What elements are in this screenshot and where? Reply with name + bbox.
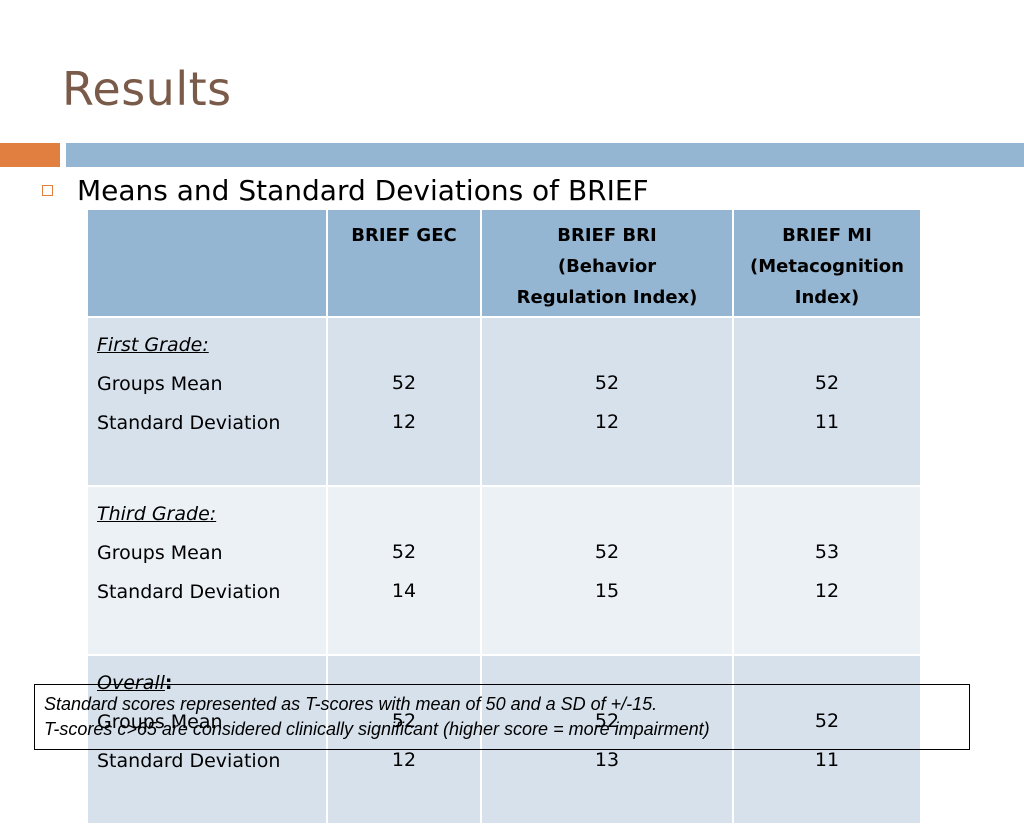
mean-label: Groups Mean [97,711,223,733]
mean-value: 52 [391,372,417,394]
group-suffix: : [164,672,173,694]
header-line: (Behavior [557,256,657,277]
sd-label: Standard Deviation [97,750,281,772]
brief-results-table: BRIEF GEC BRIEF BRI (Behavior Regulation… [86,208,922,825]
value-cell-mi: 53 12 [732,485,922,656]
sd-label: Standard Deviation [97,581,281,603]
square-bullet-icon [42,185,53,196]
slide-title: Results [62,62,232,116]
accent-bar-blue [66,143,1024,167]
mean-value: 52 [594,372,620,394]
bullet-text: Means and Standard Deviations of BRIEF [77,174,649,207]
mean-value: 52 [594,710,620,732]
sd-value: 13 [594,749,620,771]
header-line: BRIEF GEC [351,225,457,246]
bullet-item: Means and Standard Deviations of BRIEF [42,174,649,207]
table-header-row: BRIEF GEC BRIEF BRI (Behavior Regulation… [86,208,922,318]
sd-value: 12 [391,749,417,771]
footnote-line: Standard scores represented as T-scores … [44,694,658,714]
header-line: BRIEF MI [782,225,872,246]
header-line: BRIEF BRI [557,225,657,246]
accent-bar-orange [0,143,60,167]
value-cell-bri: 52 15 [480,485,734,656]
value-cell-gec: 52 14 [326,485,482,656]
group-name: First Grade [97,334,203,356]
header-brief-bri: BRIEF BRI (Behavior Regulation Index) [480,208,734,318]
group-suffix: : [209,503,217,525]
mean-value: 52 [814,372,840,394]
header-brief-gec: BRIEF GEC [326,208,482,318]
row-label-cell: First Grade: Groups Mean Standard Deviat… [86,316,328,487]
table-row-overall: Overall: Groups Mean Standard Deviation … [86,654,922,825]
value-cell-gec: 52 12 [326,316,482,487]
header-line: (Metacognition [750,256,904,277]
header-brief-mi: BRIEF MI (Metacognition Index) [732,208,922,318]
footnote-line: T-scores c>65 are considered clinically … [44,719,710,739]
header-line: Regulation Index) [516,287,698,308]
header-empty [86,208,328,318]
sd-value: 12 [391,411,417,433]
table-row-first-grade: First Grade: Groups Mean Standard Deviat… [86,316,922,487]
sd-value: 12 [594,411,620,433]
mean-label: Groups Mean [97,542,223,564]
mean-value: 52 [594,541,620,563]
mean-value: 52 [391,710,417,732]
sd-value: 11 [814,749,840,771]
header-line: Index) [794,287,860,308]
sd-value: 12 [814,580,840,602]
group-name: Overall [97,672,165,694]
group-suffix: : [202,334,209,356]
table-row-third-grade: Third Grade: Groups Mean Standard Deviat… [86,485,922,656]
mean-value: 52 [391,541,417,563]
sd-value: 15 [594,580,620,602]
sd-label: Standard Deviation [97,412,281,434]
row-label-cell: Third Grade: Groups Mean Standard Deviat… [86,485,328,656]
mean-value: 53 [814,541,840,563]
value-cell-bri: 52 12 [480,316,734,487]
sd-value: 14 [391,580,417,602]
mean-value: 52 [814,710,840,732]
footnote-box: Standard scores represented as T-scores … [34,684,970,750]
group-name: Third Grade [97,503,210,525]
value-cell-mi: 52 11 [732,316,922,487]
sd-value: 11 [814,411,840,433]
mean-label: Groups Mean [97,373,223,395]
